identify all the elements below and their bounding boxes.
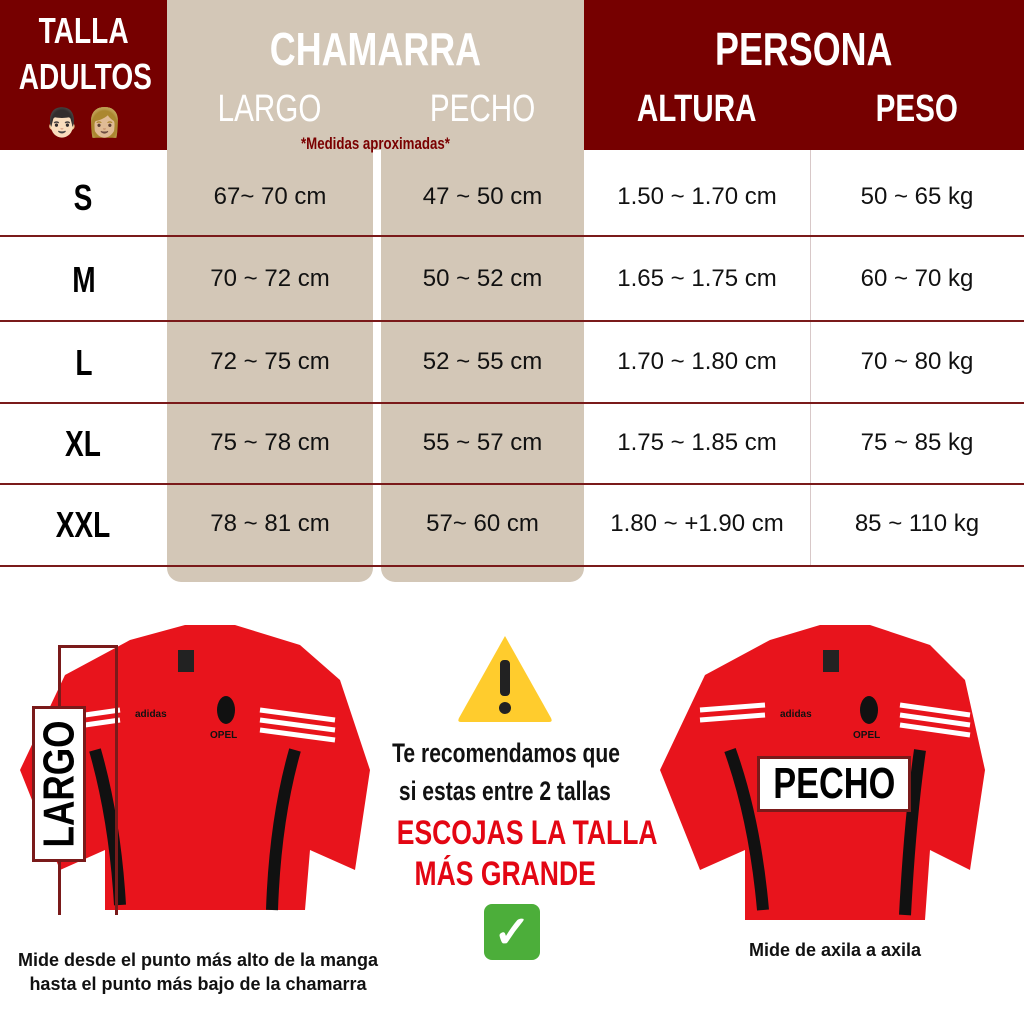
size-label: L	[74, 342, 93, 383]
row-peso-cell: 60 ~ 70 kg	[860, 265, 974, 292]
pecho-label: PECHO	[772, 759, 896, 808]
row-pecho-cell: 50 ~ 52 cm	[422, 265, 543, 292]
pecho-caption: Mide de axila a axila	[748, 940, 922, 960]
row-peso-cell: 70 ~ 80 kg	[860, 348, 974, 375]
row-largo-cell: 67~ 70 cm	[213, 183, 327, 210]
row-largo-cell: 75 ~ 78 cm	[210, 429, 330, 456]
size-label: XL	[65, 423, 102, 464]
row-size-cell: S	[0, 177, 167, 219]
size-label: M	[71, 259, 96, 300]
row-pecho-cell: 55 ~ 57 cm	[422, 429, 543, 456]
largo-measure-line	[58, 645, 118, 915]
chamarra-header	[167, 0, 584, 150]
column-divider	[810, 150, 811, 565]
row-largo-cell: 78 ~ 81 cm	[210, 510, 330, 537]
row-pecho-cell: 47 ~ 50 cm	[422, 183, 543, 210]
row-divider	[0, 402, 1024, 404]
persona-header	[584, 0, 1024, 150]
row-largo-cell: 72 ~ 75 cm	[210, 348, 330, 375]
row-divider	[0, 235, 1024, 237]
svg-text:adidas: adidas	[135, 709, 167, 720]
row-pecho-cell: 52 ~ 55 cm	[422, 348, 543, 375]
largo-label: LARGO	[34, 720, 84, 848]
row-altura-cell: 1.80 ~ +1.90 cm	[610, 510, 784, 537]
people-emoji-icon: 👨🏻 👩🏼	[44, 107, 123, 138]
row-altura-cell: 1.75 ~ 1.85 cm	[617, 429, 777, 456]
row-altura-cell: 1.65 ~ 1.75 cm	[617, 265, 777, 292]
warning-icon	[458, 636, 552, 722]
pecho-header: PECHO	[429, 88, 536, 130]
opel-logo-right: OPEL	[853, 730, 880, 741]
talla-header	[0, 0, 167, 150]
talla-label: TALLA	[38, 10, 129, 51]
row-peso-cell: 85 ~ 110 kg	[854, 510, 980, 537]
largo-header: LARGO	[218, 88, 322, 130]
advice-line1: Te recomendamos que	[392, 738, 620, 768]
size-label: S	[74, 177, 93, 218]
chamarra-title: CHAMARRA	[269, 23, 482, 75]
row-divider	[0, 320, 1024, 322]
row-size-cell: L	[0, 342, 167, 384]
pecho-label-box: PECHO	[757, 756, 911, 812]
row-size-cell: XL	[0, 423, 167, 465]
largo-caption-line1: Mide desde el punto más alto de la manga	[17, 950, 379, 970]
approx-note: *Medidas aproximadas*	[301, 134, 450, 153]
advice-line2: si estas entre 2 tallas	[399, 776, 611, 806]
row-altura-cell: 1.70 ~ 1.80 cm	[617, 348, 777, 375]
adultos-label: ADULTOS	[18, 56, 152, 97]
peso-header: PESO	[875, 88, 959, 130]
altura-header: ALTURA	[637, 88, 757, 130]
svg-text:adidas: adidas	[780, 709, 812, 720]
left-jacket-image: adidas OPEL	[20, 625, 370, 911]
row-peso-cell: 75 ~ 85 kg	[860, 429, 974, 456]
row-size-cell: XXL	[0, 504, 167, 546]
row-divider	[0, 565, 1024, 567]
row-pecho-cell: 57~ 60 cm	[426, 510, 539, 537]
row-divider	[0, 483, 1024, 485]
row-altura-cell: 1.50 ~ 1.70 cm	[617, 183, 777, 210]
row-size-cell: M	[0, 259, 167, 301]
row-peso-cell: 50 ~ 65 kg	[860, 183, 974, 210]
check-mark-icon: ✓	[484, 904, 540, 960]
largo-label-box: LARGO	[32, 706, 86, 862]
row-largo-cell: 70 ~ 72 cm	[210, 265, 330, 292]
size-label: XXL	[56, 504, 111, 545]
advice-line4: MÁS GRANDE	[414, 855, 596, 893]
largo-caption-line2: hasta el punto más bajo de la chamarra	[29, 974, 367, 994]
opel-logo: OPEL	[210, 730, 237, 741]
advice-line3: ESCOJAS LA TALLA	[396, 814, 658, 852]
persona-title: PERSONA	[715, 23, 893, 75]
